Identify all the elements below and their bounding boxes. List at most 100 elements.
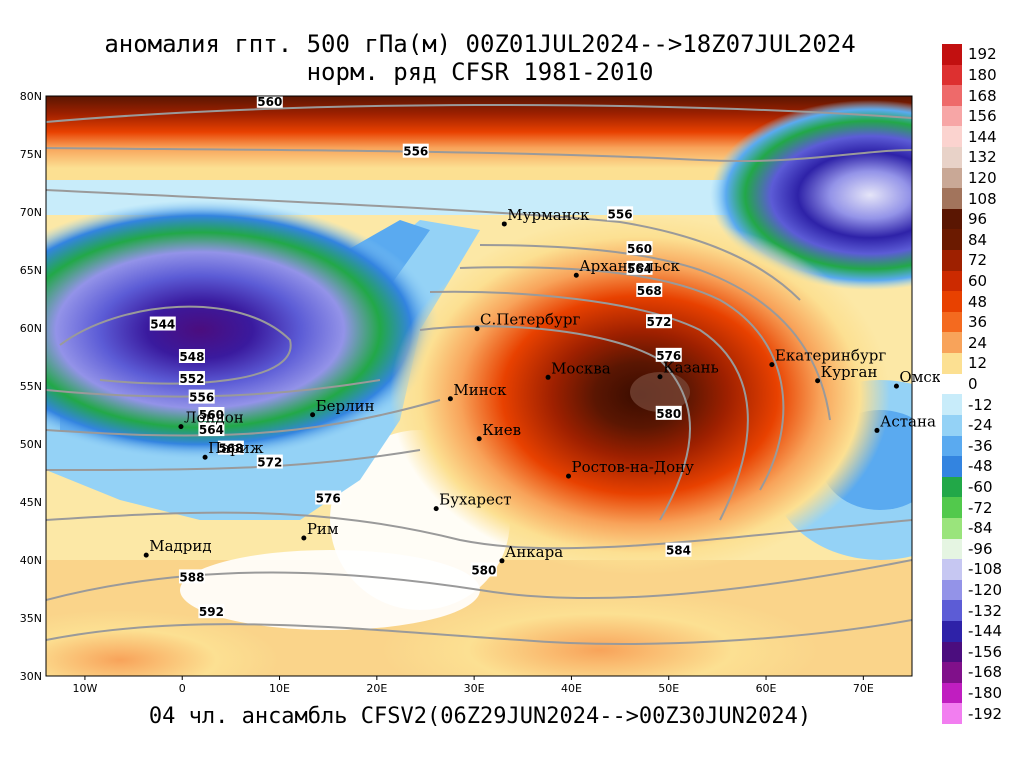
chart-title-line-2: норм. ряд CFSR 1981-2010 [306,58,654,86]
contour-value-labels: 5605565565605645685725765805845445485525… [149,93,692,619]
legend-label: -96 [968,539,993,558]
city-dot [476,436,482,442]
legend-swatch [942,682,962,704]
legend-swatch [942,373,962,395]
legend-label: -132 [968,601,1003,620]
legend-swatch [942,311,962,333]
legend-label: -60 [968,478,993,497]
contour-label: 556 [403,145,428,159]
city-label: Казань [663,359,719,377]
contour-label: 576 [316,492,341,506]
city-dot [769,362,775,368]
legend-swatch [942,662,962,684]
contour-label-bg [626,241,653,256]
lon-label: 50E [658,682,679,695]
legend-label: 144 [968,127,997,146]
legend-label: 108 [968,189,997,208]
city-label: Минск [453,381,507,399]
legend-swatch [942,167,962,189]
legend-swatch [942,394,962,416]
city-label: Лондон [184,409,244,427]
city-label: Бухарест [439,491,511,509]
lat-label: 55N [20,380,42,393]
legend-label: 168 [968,86,997,105]
legend-swatch [942,559,962,581]
city-label: Берлин [316,397,375,415]
contour-label-bg [178,569,205,584]
legend-swatch [942,414,962,436]
city-dot [893,383,899,389]
legend-label: -180 [968,684,1003,703]
contour-label-bg [655,405,682,420]
legend-swatch [942,208,962,230]
legend-swatch [942,291,962,313]
city-dot [447,396,453,402]
legend-swatch [942,64,962,86]
legend-label: 132 [968,148,997,167]
contour-label: 556 [189,391,214,405]
contour-label-bg [655,347,682,362]
legend-swatch [942,332,962,354]
contour-label: 560 [257,95,282,109]
contour-label: 576 [656,349,681,363]
lat-label: 65N [20,264,42,277]
legend-label: -156 [968,642,1003,661]
contour-label-bg [626,260,653,275]
map-frame [45,95,913,677]
city-label: Киев [482,421,521,439]
legend-swatch [942,641,962,663]
contour-label-bg [178,371,205,386]
legend-swatch [942,517,962,540]
lon-label: 60E [756,682,777,695]
legend-swatch [942,353,962,375]
city-label: Архангельск [579,257,680,275]
lon-label: 20E [366,682,387,695]
contour-label: 580 [471,563,496,577]
city-dot [178,424,184,430]
city-label: Омск [899,368,940,386]
lat-label: 35N [20,612,42,625]
contour-label: 592 [199,605,224,619]
contour-label-bg [149,316,176,331]
contour-label: 572 [257,456,282,470]
legend-label: -24 [968,416,993,435]
legend-label: -168 [968,663,1003,682]
legend-label: 72 [968,251,988,270]
lat-label: 60N [20,322,42,335]
contour-label-bg [198,407,225,421]
legend-swatch [942,456,962,478]
city-dot [310,412,316,418]
city-label: Анкара [505,543,563,561]
legend-label: -36 [968,436,993,455]
contour-label-bg [402,143,429,158]
lon-label: 40E [561,682,582,695]
city-dot [433,506,439,512]
contour-label: 564 [627,262,652,276]
contour-label: 552 [179,372,204,386]
legend-swatch [942,44,962,66]
legend-label: 36 [968,313,988,332]
contour-label-bg [198,604,225,619]
city-label: Рим [307,520,339,538]
city-label: Париж [208,439,264,457]
city-label: С.Петербург [480,311,580,329]
city-label: Ростов-на-Дону [572,458,695,476]
legend-label: 84 [968,230,988,249]
legend-swatch [942,250,962,272]
legend-label: -108 [968,560,1003,579]
legend-label: -84 [968,519,993,538]
lat-label: 50N [20,438,42,451]
legend-label: 120 [968,168,997,187]
city-dot [301,535,307,541]
lon-label: 10W [72,682,97,695]
contour-label-bg [315,490,342,505]
city-label: Москва [551,359,611,377]
lat-label: 80N [20,90,42,103]
contour-label-bg [198,422,225,437]
contour-label: 564 [199,423,224,437]
legend-label: 192 [968,45,997,64]
longitude-labels: 10W 0 10E 20E 30E 40E 50E 60E 70E [72,676,874,695]
legend-swatch [942,620,962,643]
city-label: Астана [880,412,936,430]
